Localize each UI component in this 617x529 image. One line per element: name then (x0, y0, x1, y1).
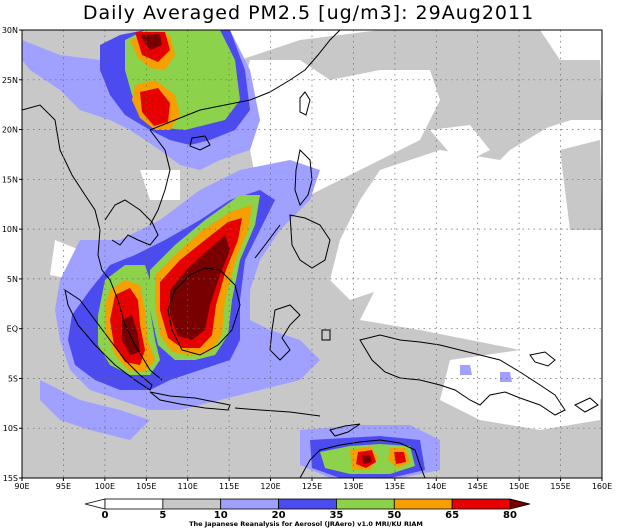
colorbar-level-label: 50 (387, 510, 401, 521)
lon-tick-label: 95E (56, 482, 71, 491)
lon-tick-label: 145E (468, 482, 488, 491)
credit-line: The Japanese Reanalysis for Aerosol (JRA… (189, 520, 423, 528)
lat-tick-label: 5N (7, 275, 18, 284)
coastlines (22, 30, 599, 478)
colorbar-swatch (451, 498, 511, 510)
lat-tick-label: 15S (3, 474, 18, 483)
colorbar-max-triangle (509, 498, 531, 510)
lat-tick-label: 25N (2, 76, 18, 85)
lat-tick-label: 20N (2, 126, 18, 135)
colorbar: 0 5 10 20 35 50 65 80 (84, 498, 531, 521)
lon-tick-label: 105E (136, 482, 156, 491)
colorbar-min-triangle (84, 498, 106, 510)
colorbar-level-label: 0 (102, 510, 109, 521)
colorbar-level-label: 20 (272, 510, 286, 521)
colorbar-swatch (278, 498, 337, 510)
colorbar-level-label: 5 (159, 510, 166, 521)
colorbar-swatch (162, 498, 222, 510)
clean-air-area (50, 60, 600, 430)
colorbar-level-label: 80 (503, 510, 517, 521)
lat-tick-label: 10N (2, 225, 18, 234)
lon-tick-label: 100E (95, 482, 115, 491)
lat-tick-label: 30N (2, 26, 18, 35)
lat-tick-label: 15N (2, 175, 18, 184)
latitude-ticks: 30N 25N 20N 15N 10N 5N EQ 5S 10S 15S (2, 26, 22, 483)
lon-tick-label: 140E (426, 482, 446, 491)
longitude-ticks: 90E 95E 100E 105E 110E 115E 120E 125E 130E 135E 14… (14, 478, 612, 491)
lat-tick-label: 5S (8, 374, 18, 383)
colorbar-swatch (393, 498, 453, 510)
lon-tick-label: 115E (219, 482, 239, 491)
lon-tick-label: 120E (260, 482, 280, 491)
lat-tick-label: 10S (3, 424, 18, 433)
lon-tick-label: 130E (343, 482, 363, 491)
lon-tick-label: 135E (385, 482, 405, 491)
map-title: Daily Averaged PM2.5 [ug/m3]: 29Aug2011 (82, 2, 535, 24)
lon-tick-label: 110E (178, 482, 198, 491)
lon-tick-label: 90E (14, 482, 29, 491)
colorbar-swatch (336, 498, 395, 510)
lat-tick-label: EQ (7, 325, 18, 334)
colorbar-swatch (220, 498, 279, 510)
lon-tick-label: 160E (592, 482, 612, 491)
lon-tick-label: 155E (550, 482, 570, 491)
colorbar-level-label: 10 (214, 510, 228, 521)
concentration-field (22, 30, 602, 478)
lon-tick-label: 150E (509, 482, 529, 491)
colorbar-swatch (104, 498, 164, 510)
lon-tick-label: 125E (302, 482, 322, 491)
colorbar-level-label: 35 (329, 510, 343, 521)
colorbar-level-label: 65 (445, 510, 459, 521)
